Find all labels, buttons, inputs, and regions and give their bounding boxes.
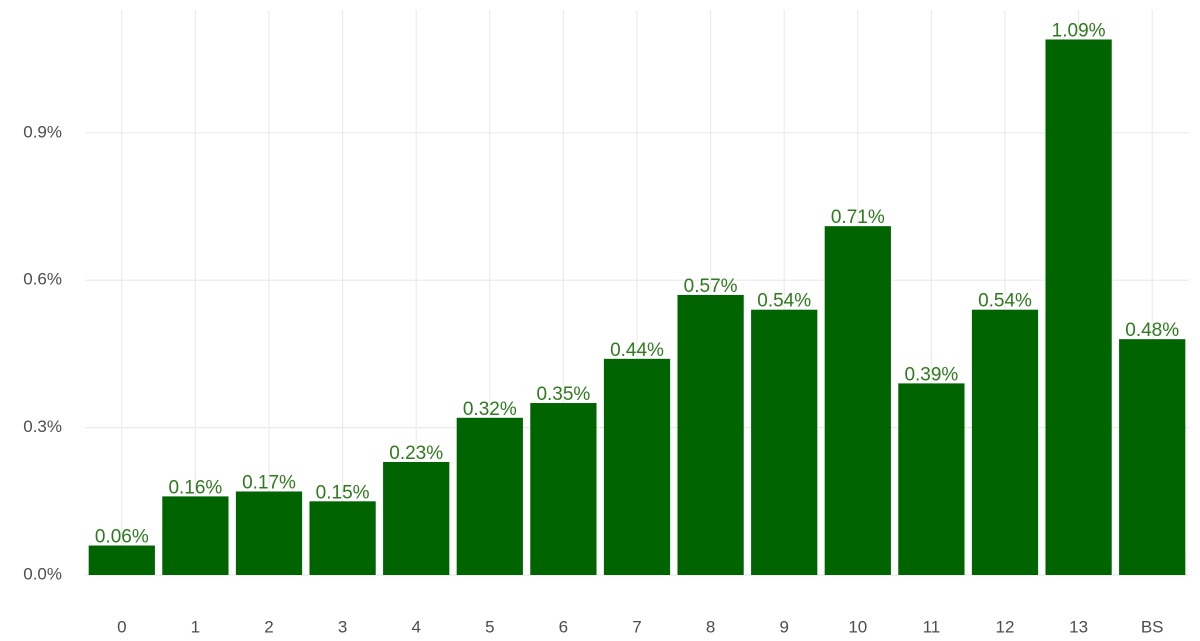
- x-tick-label: 2: [264, 617, 273, 636]
- value-label: 0.54%: [978, 291, 1032, 312]
- bar: [751, 309, 818, 575]
- y-tick-label: 0.6%: [23, 270, 62, 289]
- value-label: 0.71%: [831, 207, 885, 228]
- bar: [162, 496, 229, 575]
- x-tick-label: 3: [338, 617, 347, 636]
- value-label: 0.48%: [1125, 320, 1179, 341]
- value-label: 0.15%: [316, 482, 370, 503]
- x-tick-label: 0: [117, 617, 126, 636]
- value-label: 1.09%: [1052, 20, 1106, 41]
- value-label: 0.54%: [757, 291, 811, 312]
- value-label: 0.06%: [95, 527, 149, 548]
- value-label: 0.16%: [168, 477, 222, 498]
- x-tick-label: 4: [411, 617, 420, 636]
- x-tick-label: 12: [996, 617, 1015, 636]
- bar: [88, 545, 155, 575]
- bar: [824, 226, 891, 575]
- bar: [677, 294, 744, 575]
- y-tick-label: 0.0%: [23, 564, 62, 583]
- bar: [1045, 39, 1112, 575]
- x-tick-label: 6: [559, 617, 568, 636]
- value-label: 0.35%: [536, 384, 590, 405]
- bar: [603, 358, 671, 575]
- y-tick-label: 0.9%: [23, 122, 62, 141]
- x-tick-label: 7: [632, 617, 641, 636]
- value-label: 0.39%: [904, 364, 958, 385]
- x-tick-label: 9: [779, 617, 788, 636]
- bar: [898, 383, 965, 575]
- x-tick-label: 13: [1069, 617, 1088, 636]
- value-label: 0.44%: [610, 340, 664, 361]
- bar: [235, 491, 303, 575]
- bar: [456, 417, 523, 575]
- value-label: 0.23%: [389, 443, 443, 464]
- x-tick-label: 5: [485, 617, 494, 636]
- value-label: 0.17%: [242, 472, 296, 493]
- bar: [309, 501, 376, 575]
- x-tick-label: 8: [706, 617, 715, 636]
- bar: [383, 462, 450, 575]
- value-label: 0.32%: [463, 399, 517, 420]
- y-tick-label: 0.3%: [23, 417, 62, 436]
- bar: [971, 309, 1039, 575]
- x-tick-label: BS: [1141, 617, 1164, 636]
- x-tick-label: 11: [923, 617, 941, 636]
- value-label: 0.57%: [684, 276, 738, 297]
- bar: [1119, 339, 1186, 575]
- bar: [530, 403, 597, 575]
- x-tick-label: 10: [848, 617, 867, 636]
- x-tick-label: 1: [191, 617, 200, 636]
